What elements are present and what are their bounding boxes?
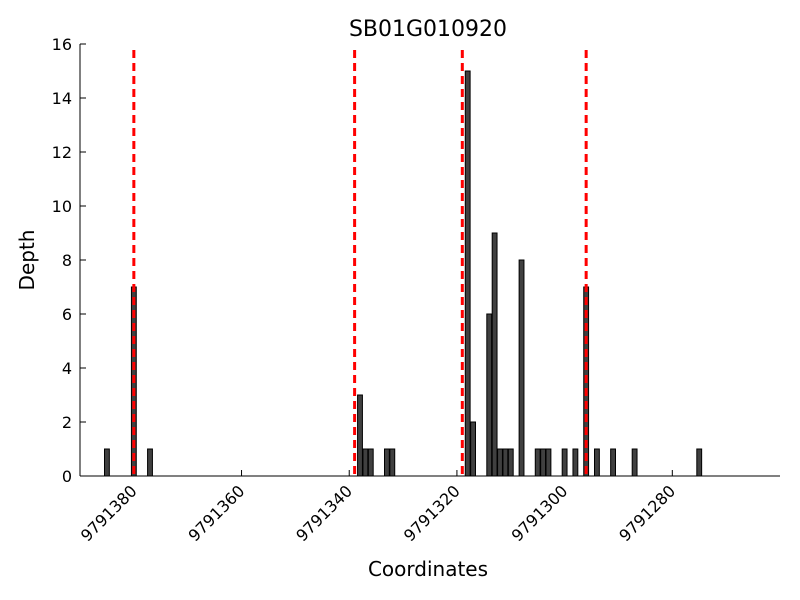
y-tick-label-1: 2 — [62, 413, 72, 432]
bar-25 — [696, 448, 703, 477]
bars-group — [104, 70, 703, 477]
bar-20 — [572, 448, 579, 477]
bar-12 — [497, 448, 503, 477]
x-tick-label-3: 9791320 — [400, 481, 464, 545]
x-tick-label-5: 9791280 — [615, 481, 679, 545]
bar-3 — [357, 394, 363, 477]
bar-6 — [384, 448, 390, 477]
chart-title: SB01G010920 — [349, 17, 507, 42]
bar-7 — [389, 448, 396, 477]
y-tick-label-3: 6 — [62, 305, 72, 324]
bar-13 — [502, 448, 509, 477]
bar-4 — [362, 448, 369, 477]
bar-14 — [507, 448, 514, 477]
x-tick-label-2: 9791340 — [292, 481, 356, 545]
bar-19 — [561, 448, 568, 477]
bar-11 — [491, 232, 498, 477]
x-tick-label-0: 9791380 — [77, 481, 141, 545]
bar-8 — [464, 70, 471, 477]
bar-2 — [147, 448, 153, 477]
bar-16 — [534, 448, 541, 477]
bar-0 — [104, 448, 110, 477]
x-tick-label-1: 9791360 — [185, 481, 249, 545]
reference-lines — [132, 50, 588, 476]
bar-15 — [518, 259, 525, 477]
axes — [79, 44, 780, 477]
x-axis-label: Coordinates — [368, 557, 488, 581]
y-tick-label-4: 8 — [62, 251, 72, 270]
y-tick-label-0: 0 — [62, 467, 72, 486]
y-tick-label-2: 4 — [62, 359, 72, 378]
y-tick-label-6: 12 — [52, 143, 72, 162]
y-tick-label-8: 16 — [52, 35, 72, 54]
y-tick-label-7: 14 — [52, 89, 72, 108]
x-axis-ticks: 9791380 9791360 9791340 9791320 9791300 97912… — [77, 470, 679, 545]
bar-24 — [631, 448, 638, 477]
bar-17 — [540, 448, 547, 477]
x-tick-label-4: 9791300 — [508, 481, 572, 545]
bar-5 — [367, 448, 374, 477]
y-axis-label: Depth — [15, 230, 39, 291]
bar-10 — [486, 313, 493, 477]
y-axis-ticks: 0 2 4 6 8 10 12 14 16 — [52, 35, 86, 486]
y-tick-label-5: 10 — [52, 197, 72, 216]
bar-9 — [470, 421, 476, 477]
bar-18 — [545, 448, 552, 477]
bar-22 — [594, 448, 600, 477]
bar-23 — [610, 448, 617, 477]
